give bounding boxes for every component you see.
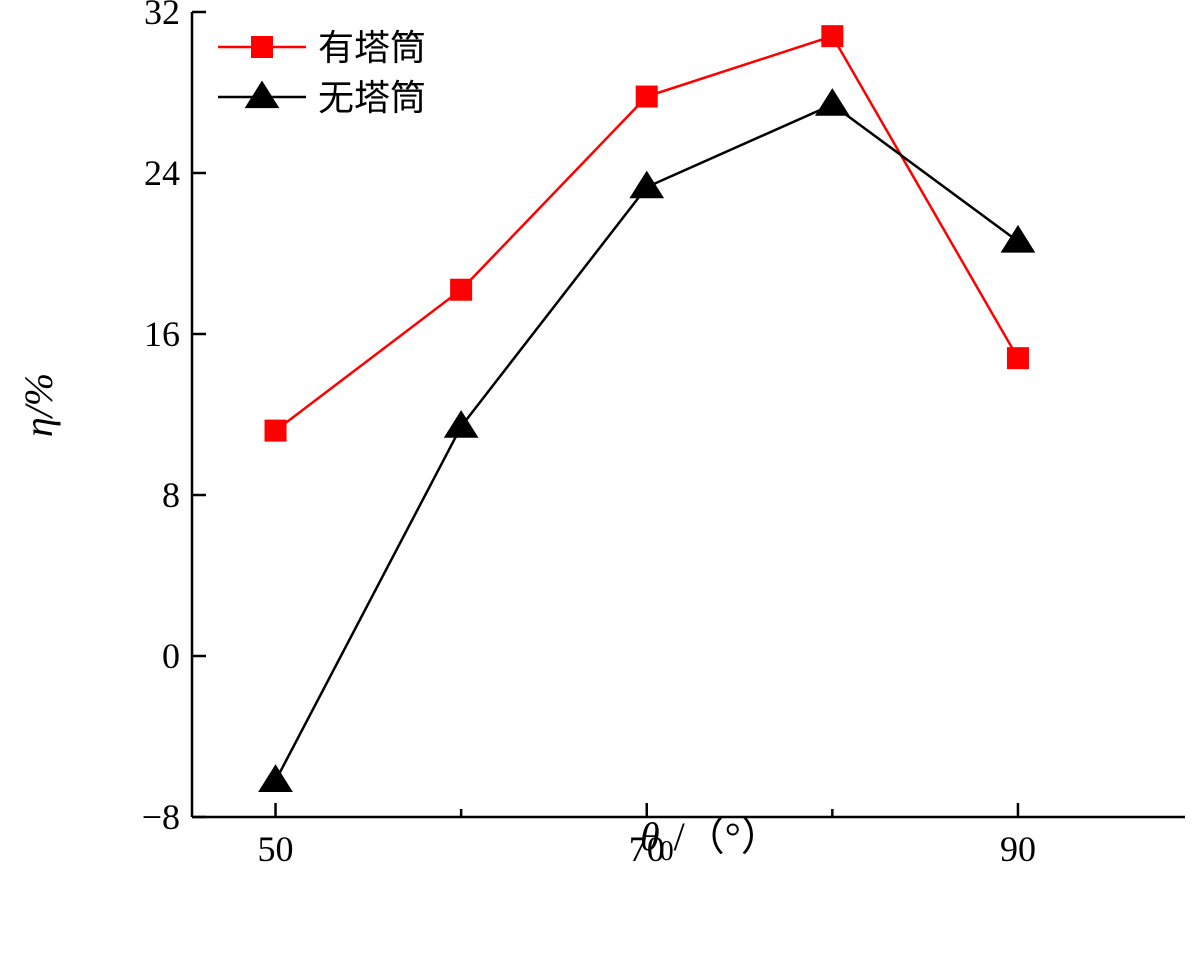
x-tick-label: 90	[1000, 829, 1036, 869]
y-tick-label: −8	[142, 797, 180, 837]
series-layer	[258, 25, 1036, 792]
y-tick-label: 32	[144, 0, 180, 32]
x-axis-label-subscript: 0	[660, 836, 674, 867]
y-ticks: −8 0 8 16 24 32	[142, 0, 206, 837]
y-tick-label: 16	[144, 314, 180, 354]
square-marker	[1006, 347, 1029, 370]
y-tick-label: 8	[162, 475, 180, 515]
triangle-marker	[629, 170, 665, 199]
x-tick-label: 50	[258, 829, 294, 869]
legend-marker	[244, 80, 280, 109]
triangle-marker	[443, 410, 479, 438]
y-axis-label: η/%	[16, 373, 61, 437]
x-axis-label-unit: /（°）	[674, 814, 781, 859]
series-line	[274, 103, 1019, 782]
square-marker	[264, 419, 287, 442]
x-axis-label: θ0/（°）	[640, 814, 781, 867]
axes	[190, 12, 1185, 819]
square-marker	[821, 25, 844, 48]
legend-label: 无塔筒	[318, 78, 426, 119]
y-tick-label: 0	[162, 636, 180, 676]
triangle-marker	[1000, 224, 1036, 253]
y-tick-label: 24	[144, 153, 180, 193]
square-marker	[450, 278, 473, 301]
legend-item-2: 无塔筒	[218, 78, 426, 119]
series-2	[258, 88, 1036, 792]
legend-label: 有塔筒	[318, 28, 426, 69]
x-axis-label-symbol: θ	[640, 814, 660, 859]
legend-marker	[251, 36, 273, 58]
square-marker	[635, 85, 658, 108]
x-tick-label: 70	[629, 829, 665, 869]
x-ticks: 50 70 90	[258, 803, 1036, 869]
triangle-marker	[814, 88, 850, 116]
series-1	[264, 25, 1029, 442]
triangle-marker	[258, 764, 293, 792]
legend-item-1: 有塔筒	[218, 28, 426, 69]
